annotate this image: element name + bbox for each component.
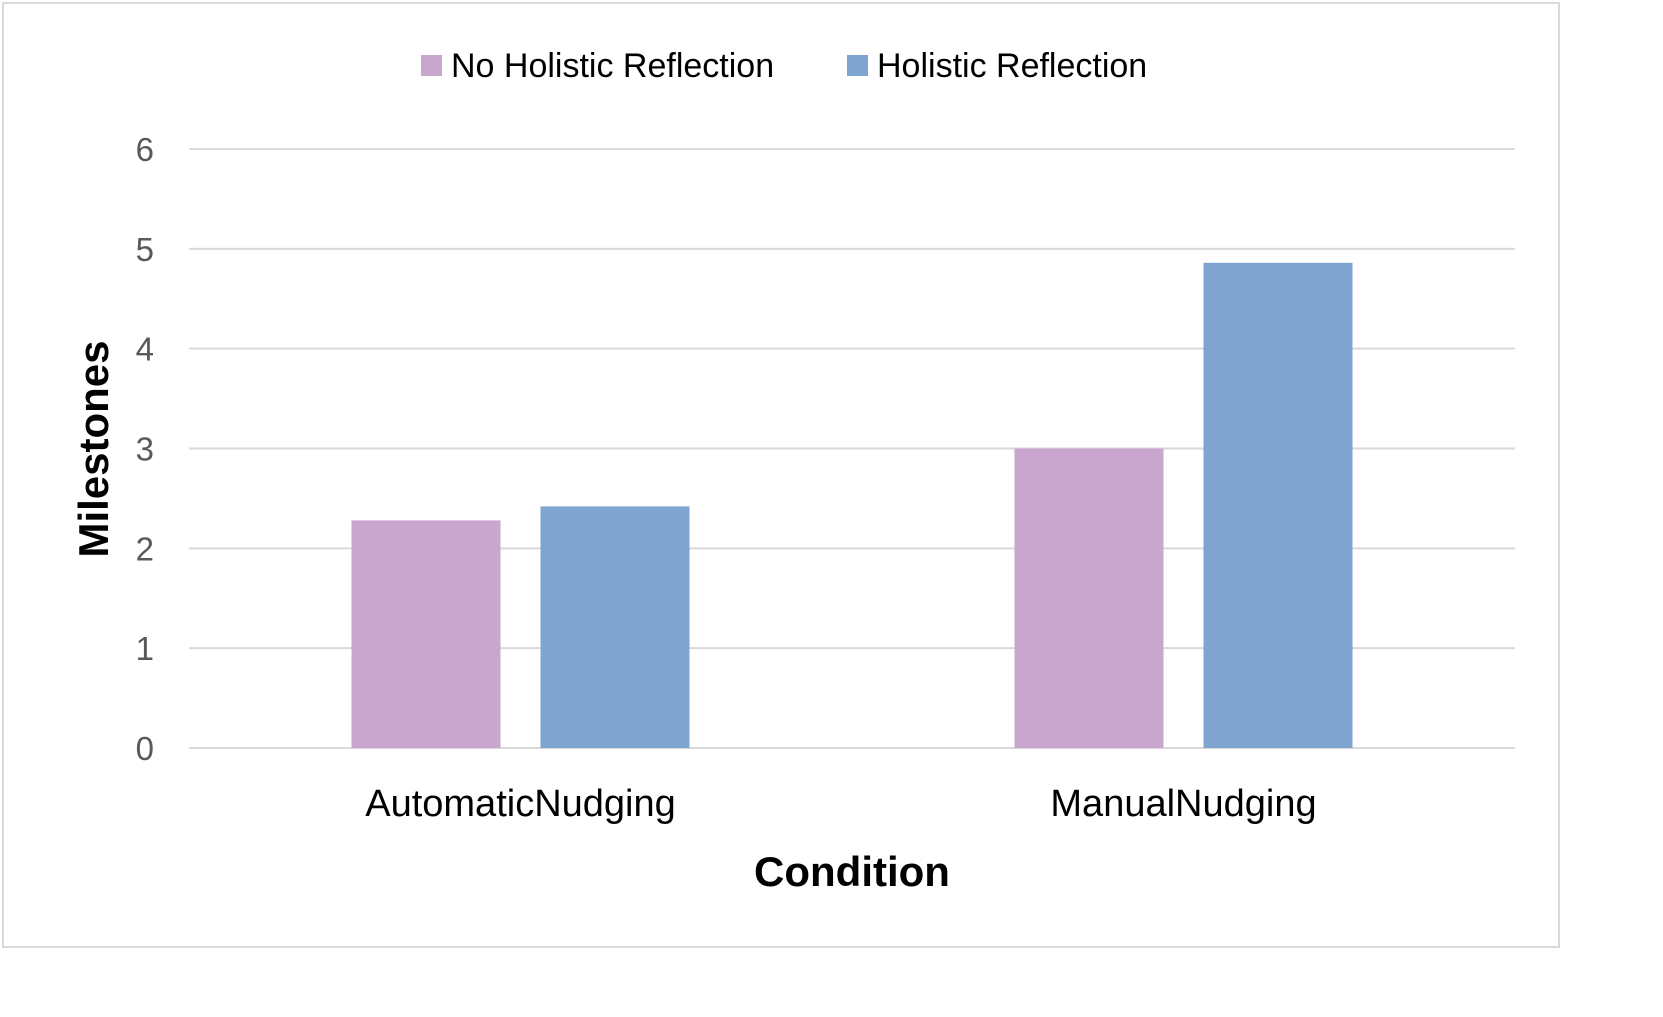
y-tick-label: 3 [136, 431, 154, 468]
bar-chart: 0 1 2 3 4 5 6 AutomaticNudging ManualNudging No… [70, 47, 1515, 895]
legend-swatch [421, 55, 442, 76]
bar-no-holistic-reflection-0 [351, 520, 501, 748]
y-tick-label: 1 [136, 630, 154, 667]
x-category-label: AutomaticNudging [365, 783, 676, 825]
x-category-labels: AutomaticNudging ManualNudging [365, 783, 1316, 825]
bar-holistic-reflection-1 [1203, 262, 1353, 748]
legend-swatch [847, 55, 868, 76]
x-axis-title: Condition [754, 848, 950, 895]
y-tick-label: 0 [136, 730, 154, 767]
y-axis-title: Milestones [70, 340, 117, 557]
legend-label: Holistic Reflection [877, 47, 1147, 85]
y-tick-label: 2 [136, 530, 154, 567]
y-tick-label: 5 [136, 231, 154, 268]
legend: No Holistic Reflection Holistic Reflectio… [421, 47, 1147, 85]
y-tick-labels: 0 1 2 3 4 5 6 [136, 131, 154, 767]
chart-frame: 0 1 2 3 4 5 6 AutomaticNudging ManualNudging No… [2, 2, 1560, 948]
x-category-label: ManualNudging [1050, 783, 1316, 825]
bar-holistic-reflection-0 [540, 506, 690, 748]
legend-label: No Holistic Reflection [451, 47, 774, 85]
bar-no-holistic-reflection-1 [1014, 448, 1164, 748]
y-tick-label: 4 [136, 331, 154, 368]
y-tick-label: 6 [136, 131, 154, 168]
bars [351, 262, 1353, 748]
